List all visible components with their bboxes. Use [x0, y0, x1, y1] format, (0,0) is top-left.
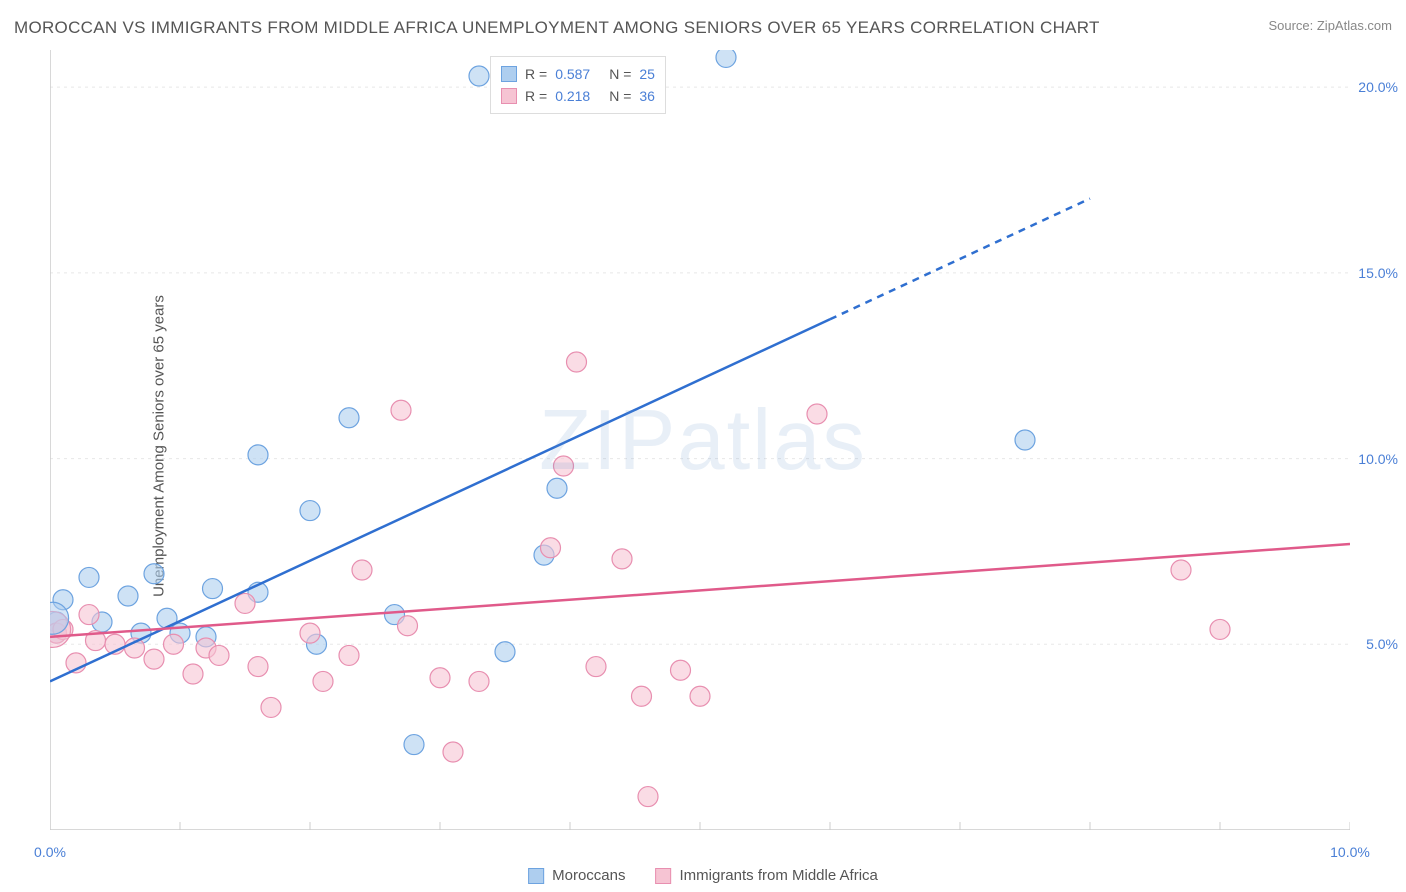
x-tick-label: 0.0% [34, 844, 66, 860]
series-legend: Moroccans Immigrants from Middle Africa [528, 867, 878, 884]
chart-container: MOROCCAN VS IMMIGRANTS FROM MIDDLE AFRIC… [0, 0, 1406, 892]
y-tick-label: 5.0% [1366, 636, 1398, 652]
y-tick-label: 15.0% [1358, 265, 1398, 281]
correlation-legend: R = 0.587 N = 25 R = 0.218 N = 36 [490, 56, 666, 114]
chart-title: MOROCCAN VS IMMIGRANTS FROM MIDDLE AFRIC… [14, 18, 1100, 38]
x-tick-label: 10.0% [1330, 844, 1370, 860]
legend-swatch [528, 868, 544, 884]
legend-item: Immigrants from Middle Africa [655, 867, 877, 884]
legend-row: R = 0.218 N = 36 [501, 85, 655, 107]
y-tick-label: 20.0% [1358, 79, 1398, 95]
source-label: Source: ZipAtlas.com [1268, 18, 1392, 33]
y-tick-label: 10.0% [1358, 451, 1398, 467]
legend-swatch [501, 66, 517, 82]
legend-swatch [501, 88, 517, 104]
scatter-plot [50, 50, 1350, 830]
legend-item: Moroccans [528, 867, 625, 884]
legend-swatch [655, 868, 671, 884]
legend-row: R = 0.587 N = 25 [501, 63, 655, 85]
source-link[interactable]: ZipAtlas.com [1317, 18, 1392, 33]
